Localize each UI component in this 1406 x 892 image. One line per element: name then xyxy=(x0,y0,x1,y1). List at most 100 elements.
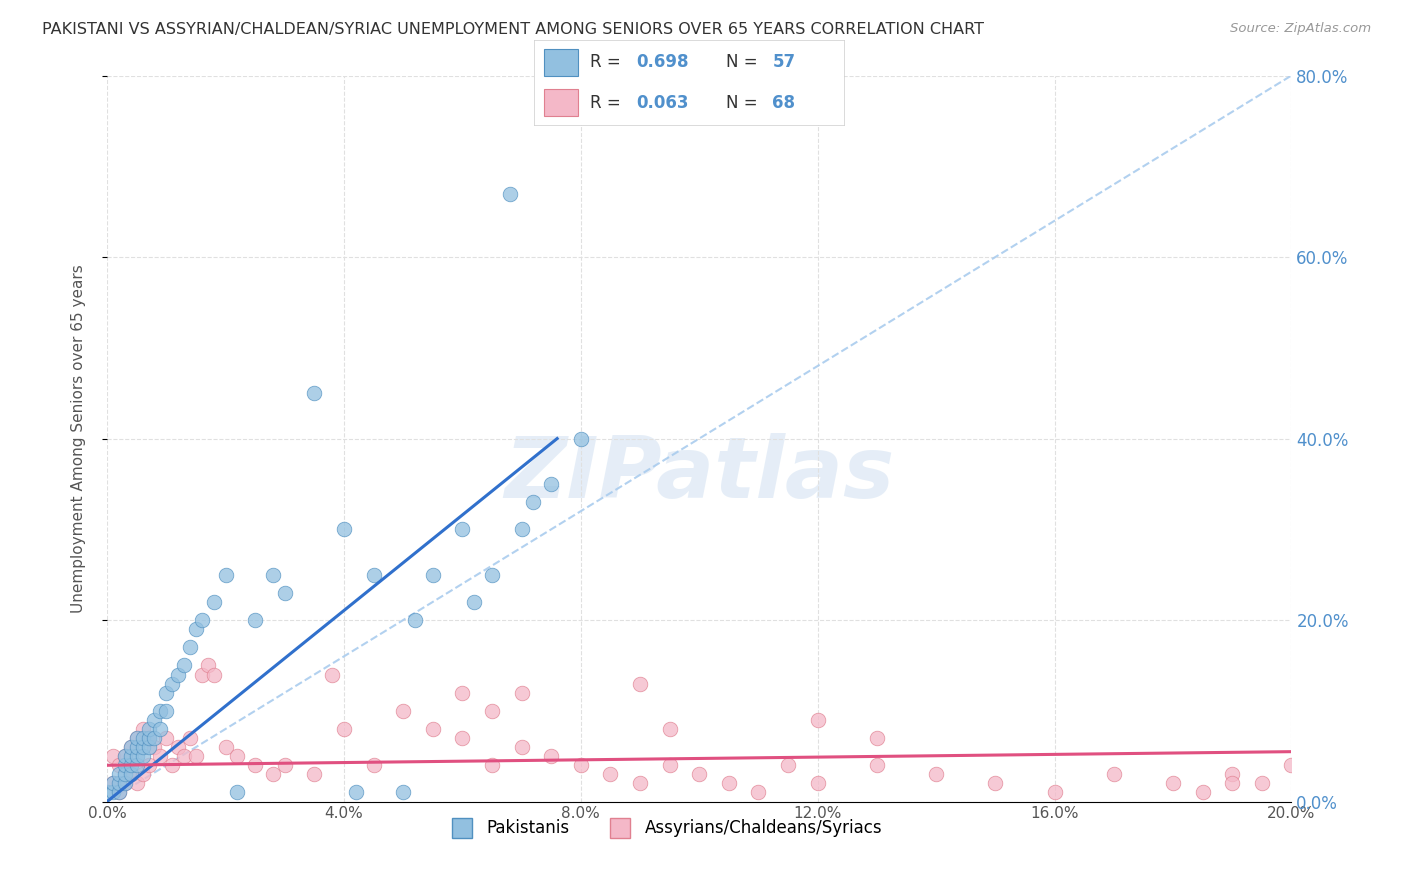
Point xyxy=(404,613,426,627)
Point xyxy=(120,767,142,781)
Point xyxy=(114,767,136,781)
Point xyxy=(173,749,195,764)
Point xyxy=(114,749,136,764)
Point xyxy=(1220,776,1243,790)
Point xyxy=(131,722,153,736)
Point xyxy=(333,522,356,536)
Point xyxy=(499,186,522,201)
Point xyxy=(167,667,190,681)
Point xyxy=(160,758,183,772)
Point xyxy=(131,740,153,755)
Point xyxy=(1250,776,1272,790)
Point xyxy=(149,722,172,736)
Point xyxy=(522,495,544,509)
Point xyxy=(143,731,166,745)
Point xyxy=(167,740,190,755)
Point xyxy=(101,776,124,790)
Point xyxy=(1043,785,1066,799)
Point xyxy=(984,776,1007,790)
Text: ZIPatlas: ZIPatlas xyxy=(505,434,894,516)
Point xyxy=(451,731,474,745)
Point xyxy=(1220,767,1243,781)
Point xyxy=(125,731,148,745)
Text: N =: N = xyxy=(725,94,763,112)
Point xyxy=(108,785,131,799)
Point xyxy=(120,749,142,764)
Point xyxy=(481,567,503,582)
Point xyxy=(540,749,562,764)
Point xyxy=(392,704,415,718)
Point xyxy=(114,749,136,764)
Point xyxy=(274,586,297,600)
Point xyxy=(807,776,830,790)
Point xyxy=(463,595,485,609)
Point xyxy=(191,667,214,681)
Point xyxy=(149,704,172,718)
Point xyxy=(138,731,160,745)
Point xyxy=(422,567,444,582)
Point xyxy=(179,640,201,655)
Point xyxy=(243,613,266,627)
Point xyxy=(149,749,172,764)
Text: 0.698: 0.698 xyxy=(637,54,689,71)
Point xyxy=(1191,785,1213,799)
Point xyxy=(108,776,131,790)
Point xyxy=(125,749,148,764)
Text: 68: 68 xyxy=(772,94,796,112)
Point xyxy=(481,758,503,772)
Point xyxy=(747,785,769,799)
Bar xyxy=(544,49,578,76)
Point xyxy=(155,686,177,700)
Text: PAKISTANI VS ASSYRIAN/CHALDEAN/SYRIAC UNEMPLOYMENT AMONG SENIORS OVER 65 YEARS C: PAKISTANI VS ASSYRIAN/CHALDEAN/SYRIAC UN… xyxy=(42,22,984,37)
Point xyxy=(131,731,153,745)
Point xyxy=(101,749,124,764)
Point xyxy=(451,522,474,536)
Point xyxy=(866,731,889,745)
Point xyxy=(304,386,326,401)
Point xyxy=(155,704,177,718)
Point xyxy=(202,595,225,609)
Point xyxy=(160,676,183,690)
Point xyxy=(321,667,343,681)
Point xyxy=(510,522,533,536)
Point xyxy=(1102,767,1125,781)
Point xyxy=(138,740,160,755)
Point xyxy=(925,767,948,781)
Y-axis label: Unemployment Among Seniors over 65 years: Unemployment Among Seniors over 65 years xyxy=(72,264,86,613)
Point xyxy=(807,713,830,727)
Point xyxy=(143,740,166,755)
Point xyxy=(108,785,131,799)
Point xyxy=(262,767,284,781)
Point xyxy=(510,686,533,700)
Point xyxy=(599,767,621,781)
Text: Source: ZipAtlas.com: Source: ZipAtlas.com xyxy=(1230,22,1371,36)
Point xyxy=(184,622,207,636)
Point xyxy=(101,776,124,790)
Point xyxy=(138,722,160,736)
Text: 57: 57 xyxy=(772,54,796,71)
Point xyxy=(274,758,297,772)
Point xyxy=(333,722,356,736)
Point xyxy=(658,722,681,736)
Point xyxy=(628,776,651,790)
Point xyxy=(510,740,533,755)
Point xyxy=(451,686,474,700)
Point xyxy=(197,658,219,673)
Point xyxy=(184,749,207,764)
Text: R =: R = xyxy=(591,94,626,112)
Point xyxy=(125,758,148,772)
Point xyxy=(173,658,195,673)
Point xyxy=(344,785,367,799)
Point xyxy=(120,740,142,755)
Point xyxy=(1161,776,1184,790)
Point xyxy=(304,767,326,781)
Point xyxy=(392,785,415,799)
Point xyxy=(717,776,740,790)
Point xyxy=(214,740,236,755)
Point xyxy=(1310,785,1333,799)
Text: 0.063: 0.063 xyxy=(637,94,689,112)
Point xyxy=(125,740,148,755)
Text: R =: R = xyxy=(591,54,626,71)
Point xyxy=(131,767,153,781)
Point xyxy=(138,731,160,745)
